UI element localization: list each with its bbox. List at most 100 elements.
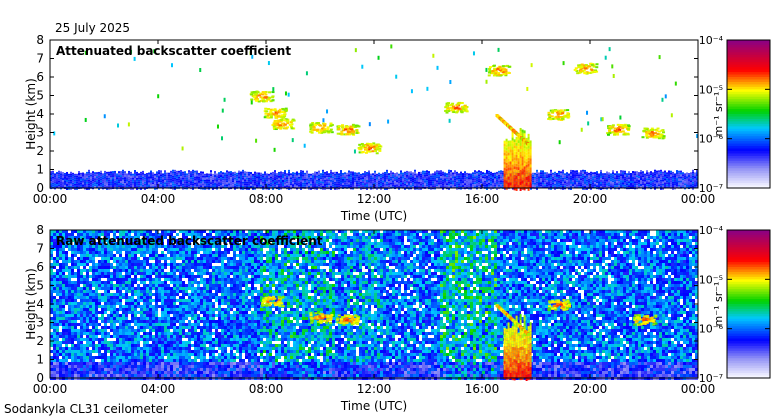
colorbar-segment bbox=[727, 348, 770, 352]
colorbar-segment bbox=[727, 234, 770, 238]
colorbar-segment bbox=[727, 321, 770, 325]
y-axis: 0 1 2 3 4 5 6 7 8 Height (km) bbox=[24, 33, 698, 195]
colorbar-segment bbox=[727, 306, 770, 310]
x-tick-label: 20:00 bbox=[573, 192, 608, 206]
colorbar: 10⁻⁴ 10⁻⁵ 10⁻⁶ 10⁻⁷ m⁻¹ sr⁻¹ bbox=[699, 224, 771, 385]
colorbar-segment bbox=[727, 138, 770, 142]
colorbar-segment bbox=[727, 99, 770, 103]
colorbar-segment bbox=[727, 304, 770, 308]
colorbar-segment bbox=[727, 299, 770, 303]
colorbar-tick-label: 10⁻⁷ bbox=[699, 182, 723, 195]
x-tick-label: 20:00 bbox=[573, 382, 608, 396]
y-tick-label: 0 bbox=[36, 371, 44, 385]
colorbar-segment bbox=[727, 59, 770, 63]
colorbar: 10⁻⁴ 10⁻⁵ 10⁻⁶ 10⁻⁷ m⁻¹ sr⁻¹ bbox=[699, 34, 771, 195]
colorbar-segment bbox=[727, 338, 770, 342]
cloud-feature bbox=[309, 312, 334, 324]
colorbar-segment bbox=[727, 247, 770, 251]
x-tick-label: 12:00 bbox=[357, 192, 392, 206]
colorbar-segment bbox=[727, 151, 770, 155]
x-axis-label: Time (UTC) bbox=[340, 399, 407, 413]
colorbar-segment bbox=[727, 128, 770, 132]
cloud-feature bbox=[260, 295, 285, 308]
colorbar-segment bbox=[727, 133, 770, 137]
colorbar-segment bbox=[727, 370, 770, 374]
y-tick-label: 3 bbox=[36, 316, 44, 330]
colorbar-segment bbox=[727, 336, 770, 340]
sparse-returns bbox=[53, 44, 699, 154]
colorbar-segment bbox=[727, 131, 770, 135]
colorbar-segment bbox=[727, 242, 770, 246]
cloud-feature bbox=[641, 127, 666, 140]
colorbar-segment bbox=[727, 91, 770, 95]
colorbar-segment bbox=[727, 141, 770, 145]
colorbar-segment bbox=[727, 84, 770, 88]
colorbar-segment bbox=[727, 136, 770, 140]
colorbar-segment bbox=[727, 363, 770, 367]
colorbar-segment bbox=[727, 54, 770, 58]
colorbar-segment bbox=[727, 123, 770, 127]
cloud-feature bbox=[249, 90, 275, 103]
x-tick-label: 08:00 bbox=[249, 382, 284, 396]
colorbar-segment bbox=[727, 40, 770, 44]
plot-area bbox=[50, 40, 698, 188]
colorbar-segment bbox=[727, 262, 770, 266]
x-tick-label: 08:00 bbox=[249, 192, 284, 206]
instrument-label: Sodankyla CL31 ceilometer bbox=[4, 402, 168, 416]
colorbar-segment bbox=[727, 143, 770, 147]
colorbar-segment bbox=[727, 165, 770, 169]
colorbar-segment bbox=[727, 326, 770, 330]
cloud-feature bbox=[336, 314, 361, 326]
y-tick-label: 6 bbox=[36, 70, 44, 84]
colorbar-segment bbox=[727, 333, 770, 337]
colorbar-segment bbox=[727, 183, 770, 187]
colorbar-segment bbox=[727, 328, 770, 332]
colorbar-segment bbox=[727, 126, 770, 130]
x-tick-label: 00:00 bbox=[681, 192, 716, 206]
precipitation-column bbox=[495, 304, 532, 381]
cloud-feature bbox=[357, 142, 383, 155]
colorbar-segment bbox=[727, 353, 770, 357]
y-tick-label: 1 bbox=[36, 163, 44, 177]
colorbar-tick-label: 10⁻⁴ bbox=[699, 224, 724, 237]
cloud-feature bbox=[606, 123, 631, 136]
colorbar-segment bbox=[727, 153, 770, 157]
y-tick-label: 5 bbox=[36, 279, 44, 293]
colorbar-segment bbox=[727, 104, 770, 108]
x-tick-label: 00:00 bbox=[33, 382, 68, 396]
colorbar-segment bbox=[727, 175, 770, 179]
noise-field bbox=[50, 230, 698, 380]
colorbar-segment bbox=[727, 96, 770, 100]
colorbar-segment bbox=[727, 343, 770, 347]
colorbar-segment bbox=[727, 158, 770, 162]
colorbar-segment bbox=[727, 331, 770, 335]
precipitation-column bbox=[495, 114, 532, 191]
x-tick-label: 00:00 bbox=[681, 382, 716, 396]
colorbar-segment bbox=[727, 360, 770, 364]
colorbar-segment bbox=[727, 49, 770, 53]
cloud-feature bbox=[271, 118, 296, 131]
chart-panel-2: Raw attenuated backscatter coefficient00… bbox=[24, 223, 771, 413]
y-tick-label: 8 bbox=[36, 33, 44, 47]
colorbar-frame bbox=[726, 229, 771, 379]
colorbar-segment bbox=[727, 350, 770, 354]
chart-title: Attenuated backscatter coefficient bbox=[56, 44, 291, 58]
colorbar-segment bbox=[727, 180, 770, 184]
x-tick-label: 12:00 bbox=[357, 382, 392, 396]
colorbar-segment bbox=[727, 318, 770, 322]
colorbar-segment bbox=[727, 311, 770, 315]
colorbar-segment bbox=[727, 264, 770, 268]
x-tick-label: 04:00 bbox=[141, 382, 176, 396]
y-axis: 0 1 2 3 4 5 6 7 8 Height (km) bbox=[24, 223, 698, 385]
colorbar-segment bbox=[727, 274, 770, 278]
colorbar-segment bbox=[727, 365, 770, 369]
cloud-feature bbox=[633, 314, 658, 326]
colorbar-segment bbox=[727, 121, 770, 125]
colorbar-segment bbox=[727, 116, 770, 120]
colorbar-segment bbox=[727, 373, 770, 377]
cloud-feature bbox=[336, 123, 361, 136]
colorbar-segment bbox=[727, 284, 770, 288]
colorbar-segment bbox=[727, 259, 770, 263]
colorbar-segment bbox=[727, 173, 770, 177]
colorbar-segment bbox=[727, 313, 770, 317]
